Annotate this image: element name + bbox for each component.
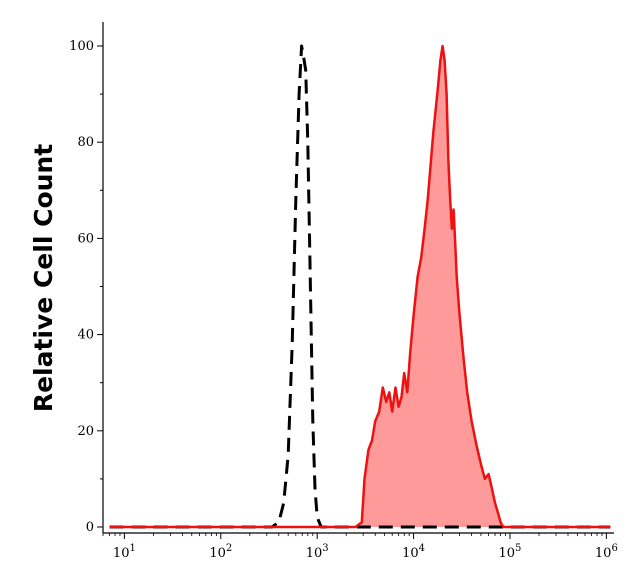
series-0-line xyxy=(109,44,611,529)
y-axis-label: Relative Cell Count xyxy=(29,144,58,412)
axes: 0 20 40 60 80 100 101 102 103 104 105 106 xyxy=(69,22,618,561)
plot-area xyxy=(109,44,611,529)
x-tick-label-1000000: 106 xyxy=(595,543,618,561)
x-tick-label-1000: 103 xyxy=(306,543,329,561)
y-tick-label-40: 40 xyxy=(77,328,94,343)
y-tick-label-20: 20 xyxy=(77,424,94,439)
x-tick-label-100: 102 xyxy=(209,543,232,561)
y-tick-label-0: 0 xyxy=(86,520,94,535)
x-tick-label-100000: 105 xyxy=(499,543,522,561)
y-tick-label-80: 80 xyxy=(77,135,94,150)
y-tick-label-100: 100 xyxy=(69,39,94,54)
series-1-line xyxy=(109,44,611,529)
series-1-fill xyxy=(109,46,611,527)
x-tick-label-10000: 104 xyxy=(402,543,425,561)
y-tick-label-60: 60 xyxy=(77,231,94,246)
x-tick-label-10: 101 xyxy=(113,543,136,561)
